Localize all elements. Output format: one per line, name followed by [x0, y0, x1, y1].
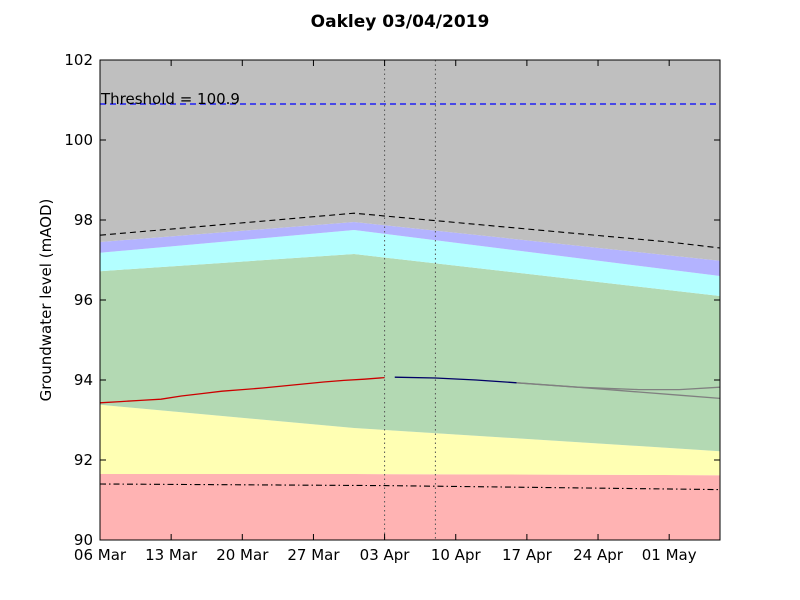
x-tick-label-6: 17 Apr [502, 546, 553, 564]
series-line-5 [100, 483, 720, 491]
threshold-label: Threshold = 100.9 [100, 90, 240, 108]
y-axis: 90 92 94 96 98 100 102 [64, 51, 720, 549]
y-axis-label: Groundwater level (mAOD) [37, 199, 55, 402]
range-bands [100, 60, 720, 540]
series-line-0 [100, 376, 385, 404]
band-1 [100, 404, 720, 476]
x-axis: 06 Mar 13 Mar 20 Mar 27 Mar 03 Apr 10 Apr 17 A… [74, 60, 697, 564]
band-3 [100, 230, 720, 296]
series-line-4 [100, 212, 720, 249]
band-2 [100, 254, 720, 452]
reference-lines [100, 60, 720, 540]
series-lines [100, 212, 720, 491]
x-tick-label-5: 10 Apr [431, 546, 482, 564]
x-tick-label-7: 24 Apr [573, 546, 624, 564]
x-tick-label-3: 27 Mar [287, 546, 340, 564]
y-tick-label-5: 100 [64, 131, 93, 149]
chart-title: Oakley 03/04/2019 [311, 12, 490, 32]
band-5 [100, 60, 720, 261]
x-tick-label-1: 13 Mar [145, 546, 198, 564]
band-4 [100, 222, 720, 276]
y-tick-label-3: 96 [74, 291, 93, 309]
x-tick-label-8: 01 May [642, 546, 697, 564]
x-tick-label-0: 06 Mar [74, 546, 127, 564]
band-0 [100, 474, 720, 540]
y-tick-label-4: 98 [74, 211, 93, 229]
y-tick-label-0: 90 [74, 531, 93, 549]
y-tick-label-1: 92 [74, 451, 93, 469]
x-tick-label-4: 03 Apr [360, 546, 411, 564]
y-tick-label-6: 102 [64, 51, 93, 69]
series-line-3 [516, 382, 720, 400]
x-tick-label-2: 20 Mar [216, 546, 269, 564]
y-tick-label-2: 94 [74, 371, 93, 389]
series-line-1 [394, 376, 517, 384]
